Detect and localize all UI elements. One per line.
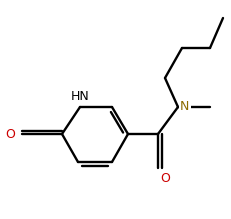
Text: N: N: [180, 101, 189, 113]
Text: HN: HN: [71, 90, 89, 103]
Text: O: O: [160, 172, 170, 185]
Text: O: O: [5, 127, 15, 141]
